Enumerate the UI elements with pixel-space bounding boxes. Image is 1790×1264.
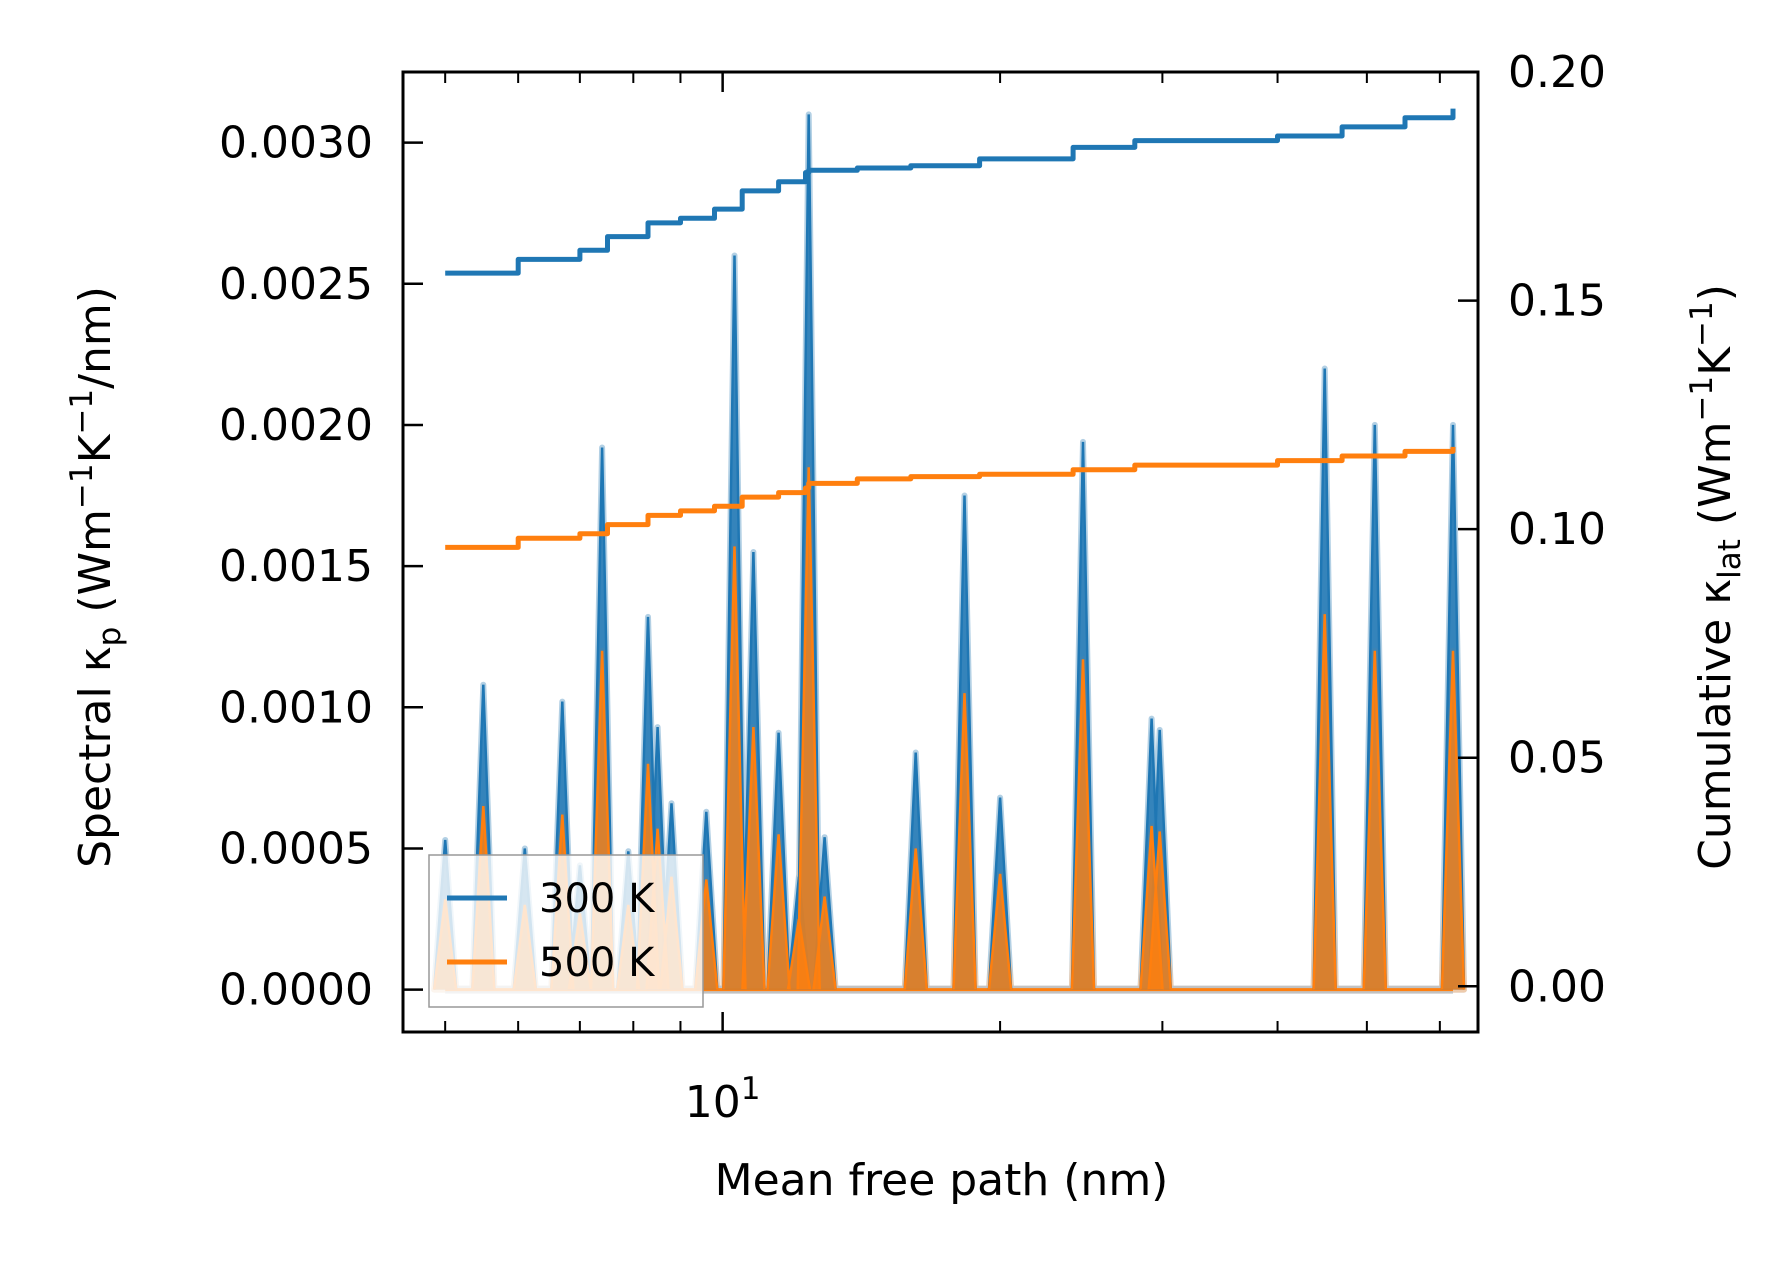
fill-500-peak-19	[989, 873, 1012, 990]
left-y-tick-label: 0.0005	[219, 823, 373, 874]
spectral-500-peak-18	[952, 693, 977, 990]
left-y-tick-label: 0.0030	[219, 118, 373, 169]
spectral-300-peak-11	[722, 255, 747, 990]
left-y-tick-label: 0.0000	[219, 965, 373, 1016]
spectral-500-peak-16	[796, 467, 822, 990]
spectral-500-peak-12	[741, 727, 766, 990]
axes: 0.0000 0.0005 0.0010 0.0015 0.0020 0.0025 0.00…	[64, 47, 1748, 1206]
left-y-axis-label: Spectral κp (Wm−1K−1/nm)	[64, 286, 128, 868]
legend-box	[428, 854, 704, 1008]
x-axis-label: Mean free path (nm)	[715, 1155, 1169, 1206]
left-y-tick-label: 0.0020	[219, 400, 373, 451]
fill-500-peak-20	[1071, 659, 1094, 990]
cumulative-line-500k	[445, 446, 1456, 550]
series-lines	[445, 108, 1456, 550]
spectral-300-peak-23	[1312, 368, 1337, 990]
spectral-500-peak-11	[722, 546, 747, 990]
right-y-tick-label: 0.05	[1508, 733, 1606, 784]
right-y-tick-label: 0.15	[1508, 276, 1606, 327]
spectral-500-peak-23	[1312, 614, 1337, 990]
fill-500-peak-13	[767, 834, 790, 990]
right-y-tick-label: 0.20	[1508, 47, 1606, 98]
spectral-300-peak-13	[766, 732, 791, 990]
fill-500-peak-16	[797, 467, 820, 990]
right-y-axis-label: Cumulative κlat (Wm−1K−1)	[1684, 284, 1748, 870]
left-y-tick-label: 0.0010	[219, 682, 373, 733]
spectral-300-peak-16	[796, 114, 822, 990]
left-y-tick-label: 0.0015	[219, 541, 373, 592]
x-tick-label: 101	[685, 1071, 761, 1128]
cumulative-line-300k	[445, 108, 1456, 276]
fill-500-peak-12	[742, 727, 765, 990]
right-y-tick-label: 0.00	[1508, 961, 1606, 1012]
spectral-500-peak-13	[766, 834, 791, 990]
spectral-500-peak-22	[1147, 831, 1173, 990]
spectral-500-peak-19	[987, 873, 1013, 990]
fill-500-peak-25	[1441, 650, 1464, 990]
fill-500-peak-23	[1313, 614, 1336, 990]
fill-500-peak-11	[723, 546, 746, 990]
fill-500-peak-22	[1148, 831, 1171, 990]
fill-500-peak-18	[953, 693, 976, 990]
legend: 300 K 500 K	[428, 854, 704, 1008]
spectral-300-peak-20	[1070, 441, 1096, 990]
spectral-500-peak-17	[903, 848, 929, 990]
spectral-300-peak-19	[987, 797, 1013, 990]
fill-500-peak-24	[1363, 650, 1386, 990]
spectral-500-peak-25	[1440, 650, 1466, 990]
fill-500-peak-17	[904, 848, 927, 990]
spectral-300-peak-24	[1362, 424, 1388, 990]
right-y-tick-label: 0.10	[1508, 504, 1606, 555]
spectral-300-peak-25	[1440, 424, 1466, 990]
legend-label-500k: 500 K	[539, 940, 656, 986]
plot-frame	[401, 70, 1480, 1034]
spectral-500-peak-24	[1362, 650, 1388, 990]
spectral-300-peak-18	[952, 495, 977, 990]
spectral-300-peak-17	[903, 752, 929, 990]
spectral-500-peak-20	[1070, 659, 1096, 990]
spectral-300-peak-5	[589, 447, 615, 990]
left-y-tick-label: 0.0025	[219, 259, 373, 310]
legend-label-300k: 300 K	[539, 876, 656, 922]
spectral-300-peak-12	[741, 551, 766, 990]
